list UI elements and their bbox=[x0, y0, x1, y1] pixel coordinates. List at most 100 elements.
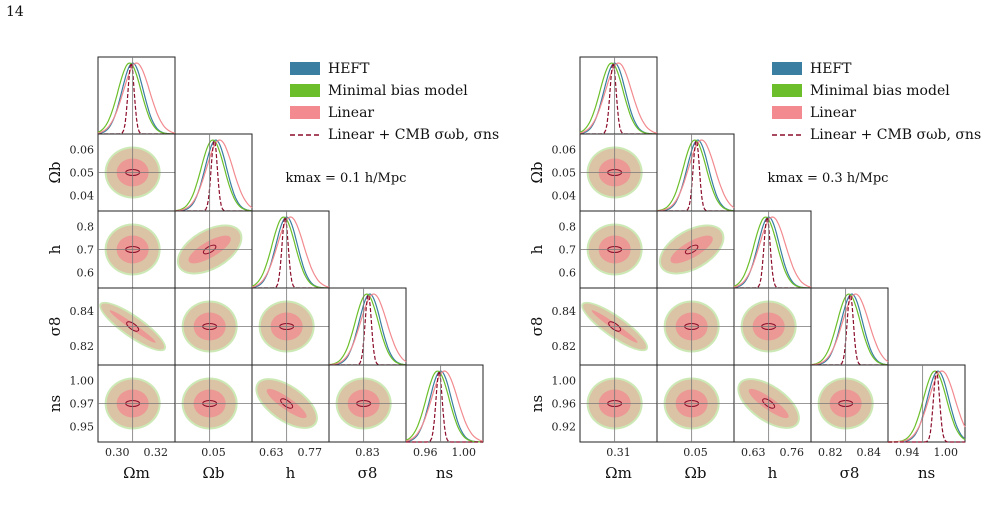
right-kmax-annotation: kmax = 0.3 h/Mpc bbox=[768, 171, 889, 186]
left-minimal-1d-0 bbox=[97, 62, 175, 135]
right-ylabel-1: Ωb bbox=[528, 161, 546, 183]
right-xlabel-1: Ωb bbox=[684, 464, 706, 482]
left-xtick-4-0: 0.96 bbox=[413, 446, 438, 459]
right-legend-swatch-2 bbox=[772, 106, 802, 119]
right-cmb-contour-3-0 bbox=[608, 321, 622, 332]
right-xtick-3-0: 0.82 bbox=[818, 446, 843, 459]
left-linear-1d-2 bbox=[251, 216, 330, 288]
left-cmb-contour-2-1 bbox=[202, 244, 217, 255]
left-ytick-4-1: 0.97 bbox=[70, 398, 95, 411]
left-xtick-1-0: 0.05 bbox=[201, 446, 226, 459]
left-xlabel-2: h bbox=[286, 464, 296, 482]
left-ylabel-4: ns bbox=[46, 395, 64, 412]
right-cell-1-1 bbox=[656, 133, 735, 212]
right-xtick-3-1: 0.84 bbox=[857, 446, 882, 459]
right-minimal-1d-0 bbox=[579, 62, 657, 135]
right-linear-1d-0 bbox=[579, 62, 658, 134]
left-xlabel-3: σ8 bbox=[358, 464, 378, 482]
right-ytick-1-0: 0.06 bbox=[552, 143, 577, 156]
right-cmb-contour-2-1 bbox=[684, 244, 699, 255]
right-linear-1d-2 bbox=[733, 216, 812, 288]
left-xtick-2-1: 0.77 bbox=[298, 446, 323, 459]
right-xtick-1-0: 0.05 bbox=[683, 446, 708, 459]
left-ylabel-1: Ωb bbox=[46, 161, 64, 183]
right-cmb-contour-4-2 bbox=[762, 398, 776, 409]
left-xlabel-0: Ωm bbox=[123, 464, 150, 482]
right-legend-swatch-0 bbox=[772, 62, 802, 75]
right-xtick-4-0: 0.94 bbox=[895, 446, 920, 459]
right-legend-label-2: Linear bbox=[810, 105, 856, 121]
right-xlabel-4: ns bbox=[918, 464, 935, 482]
right-cmb-1d-4 bbox=[888, 370, 965, 443]
left-ylabel-2: h bbox=[46, 244, 64, 254]
right-minimal-1d-1 bbox=[656, 139, 735, 212]
right-xtick-2-1: 0.76 bbox=[780, 446, 805, 459]
left-ytick-2-2: 0.6 bbox=[77, 267, 95, 280]
page-number: 14 bbox=[6, 4, 24, 20]
right-minimal-1d-3 bbox=[810, 293, 889, 366]
left-cmb-contour-3-0 bbox=[126, 321, 140, 332]
left-ytick-3-1: 0.82 bbox=[70, 340, 95, 353]
right-legend-label-3: Linear + CMB σωb, σns bbox=[810, 127, 981, 143]
left-ytick-1-0: 0.06 bbox=[70, 143, 95, 156]
right-xlabel-0: Ωm bbox=[605, 464, 632, 482]
right-ytick-2-1: 0.7 bbox=[559, 244, 577, 257]
left-xlabel-4: ns bbox=[436, 464, 453, 482]
left-xtick-3-0: 0.83 bbox=[355, 446, 380, 459]
left-legend-swatch-0 bbox=[290, 62, 320, 75]
left-kmax-annotation: kmax = 0.1 h/Mpc bbox=[286, 171, 407, 186]
left-xtick-4-1: 1.00 bbox=[452, 446, 477, 459]
right-legend-label-0: HEFT bbox=[810, 61, 852, 77]
right-ylabel-3: σ8 bbox=[528, 317, 546, 337]
left-ytick-1-1: 0.05 bbox=[70, 167, 95, 180]
right-ylabel-4: ns bbox=[528, 395, 546, 412]
left-ytick-4-2: 0.95 bbox=[70, 421, 95, 434]
right-xtick-0-0: 0.31 bbox=[606, 446, 631, 459]
right-ytick-4-2: 0.92 bbox=[552, 421, 577, 434]
right-ytick-2-0: 0.8 bbox=[559, 220, 577, 233]
left-minimal-1d-2 bbox=[251, 216, 329, 289]
right-ytick-4-0: 1.00 bbox=[552, 374, 577, 387]
right-cell-0-0 bbox=[579, 56, 658, 135]
right-xlabel-3: σ8 bbox=[840, 464, 860, 482]
left-cell-3-3 bbox=[328, 287, 407, 366]
left-ytick-1-2: 0.04 bbox=[70, 190, 95, 203]
left-cmb-1d-4 bbox=[406, 370, 483, 443]
left-ylabel-3: σ8 bbox=[46, 317, 64, 337]
left-xtick-2-0: 0.63 bbox=[259, 446, 284, 459]
left-cmb-contour-4-2 bbox=[280, 398, 294, 409]
right-ytick-3-1: 0.82 bbox=[552, 340, 577, 353]
right-legend-swatch-1 bbox=[772, 84, 802, 97]
left-legend-label-0: HEFT bbox=[328, 61, 370, 77]
left-cell-1-1 bbox=[174, 133, 253, 212]
left-linear-1d-4 bbox=[405, 370, 484, 442]
left-linear-1d-0 bbox=[97, 62, 176, 134]
left-xtick-0-1: 0.32 bbox=[144, 446, 169, 459]
right-ytick-4-1: 0.96 bbox=[552, 398, 577, 411]
left-ytick-2-1: 0.7 bbox=[77, 244, 95, 257]
left-minimal-1d-1 bbox=[174, 139, 253, 212]
right-cell-3-3 bbox=[810, 287, 889, 366]
left-xlabel-1: Ωb bbox=[202, 464, 224, 482]
right-xlabel-2: h bbox=[768, 464, 778, 482]
right-minimal-1d-2 bbox=[733, 216, 811, 289]
left-ytick-4-0: 1.00 bbox=[70, 374, 95, 387]
right-ylabel-2: h bbox=[528, 244, 546, 254]
left-legend-label-3: Linear + CMB σωb, σns bbox=[328, 127, 499, 143]
left-legend-swatch-2 bbox=[290, 106, 320, 119]
left-legend-label-2: Linear bbox=[328, 105, 374, 121]
left-minimal-1d-4 bbox=[405, 370, 483, 443]
left-minimal-1d-3 bbox=[328, 293, 407, 366]
left-legend-swatch-1 bbox=[290, 84, 320, 97]
right-ytick-1-2: 0.04 bbox=[552, 190, 577, 203]
left-ytick-3-0: 0.84 bbox=[70, 305, 95, 318]
right-ytick-1-1: 0.05 bbox=[552, 167, 577, 180]
left-xtick-0-0: 0.30 bbox=[105, 446, 130, 459]
left-ytick-2-0: 0.8 bbox=[77, 220, 95, 233]
right-legend-label-1: Minimal bias model bbox=[810, 83, 950, 99]
right-xtick-2-0: 0.63 bbox=[741, 446, 766, 459]
left-legend-label-1: Minimal bias model bbox=[328, 83, 468, 99]
right-ytick-2-2: 0.6 bbox=[559, 267, 577, 280]
right-xtick-4-1: 1.00 bbox=[934, 446, 959, 459]
